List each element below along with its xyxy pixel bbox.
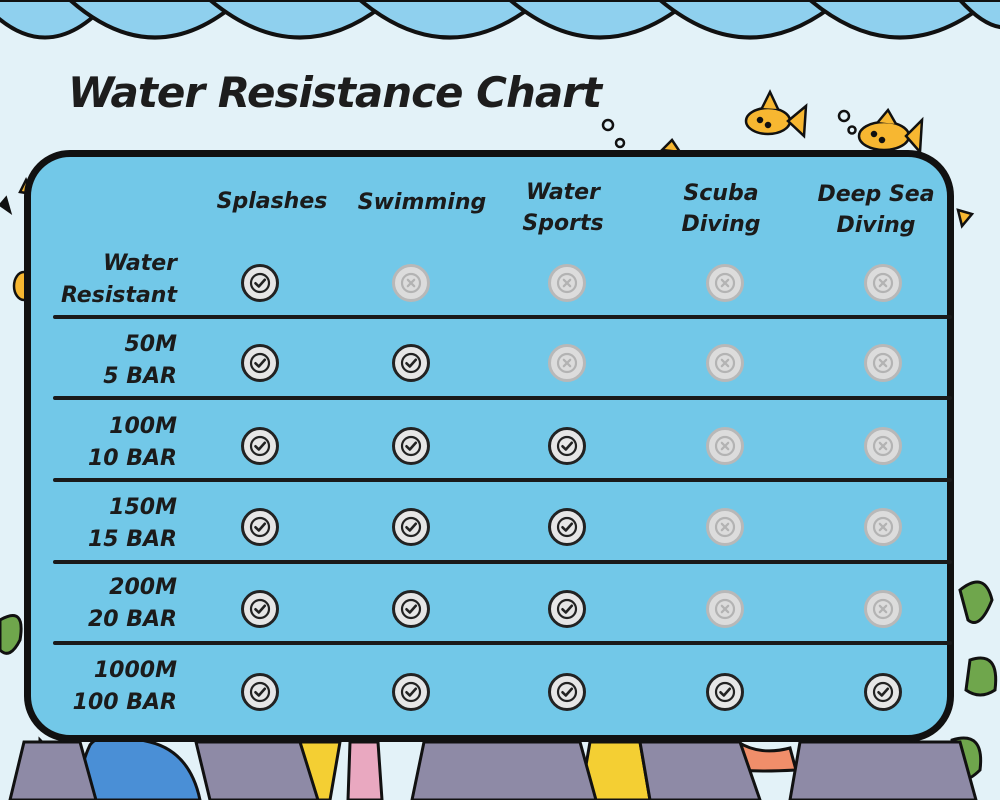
x-circle-icon [864,344,902,382]
column-header-splashes: Splashes [216,189,328,214]
x-circle-icon [392,264,430,302]
check-circle-icon [241,344,279,382]
row-label-50m: 50M 5 BAR [103,332,177,389]
row-label-water-resistant: Water Resistant [60,251,177,308]
bubbles [601,109,857,149]
check-circle-icon [548,590,586,628]
row-label-100m: 100M 10 BAR [87,414,177,471]
fish-icon [857,107,924,156]
check-circle-icon [241,673,279,711]
x-circle-icon [706,508,744,546]
row-label-150m: 150M 15 BAR [87,495,177,552]
row-label-1000m: 1000M 100 BAR [72,658,177,715]
row-divider [53,641,952,645]
column-header-swimming: Swimming [357,190,487,215]
x-circle-icon [864,590,902,628]
row-divider [53,315,952,319]
row-divider [53,396,952,400]
x-circle-icon [548,344,586,382]
fish-icon [744,89,808,139]
check-circle-icon [241,590,279,628]
row-divider [53,560,952,564]
x-circle-icon [864,508,902,546]
x-circle-icon [864,264,902,302]
x-circle-icon [706,344,744,382]
x-circle-icon [548,264,586,302]
check-circle-icon [241,264,279,302]
rocks [8,740,978,800]
check-circle-icon [392,344,430,382]
check-circle-icon [392,673,430,711]
check-circle-icon [548,673,586,711]
x-circle-icon [706,264,744,302]
check-circle-icon [548,508,586,546]
row-divider [53,478,952,482]
check-circle-icon [548,427,586,465]
check-circle-icon [241,427,279,465]
check-circle-icon [864,673,902,711]
fish-icon [956,208,975,229]
resistance-table: Splashes Swimming Water Sports Scuba Div… [24,150,954,742]
chart-title: Water Resistance Chart [68,68,602,117]
check-circle-icon [392,508,430,546]
x-circle-icon [864,427,902,465]
check-circle-icon [241,508,279,546]
column-header-water-sports: Water Sports [522,180,604,236]
column-header-deep-sea-diving: Deep Sea Diving [817,182,935,238]
check-circle-icon [392,427,430,465]
row-label-200m: 200M 20 BAR [87,575,177,632]
check-circle-icon [392,590,430,628]
x-circle-icon [706,590,744,628]
wave-border [0,0,1000,40]
check-circle-icon [706,673,744,711]
column-header-scuba-diving: Scuba Diving [681,181,761,237]
x-circle-icon [706,427,744,465]
